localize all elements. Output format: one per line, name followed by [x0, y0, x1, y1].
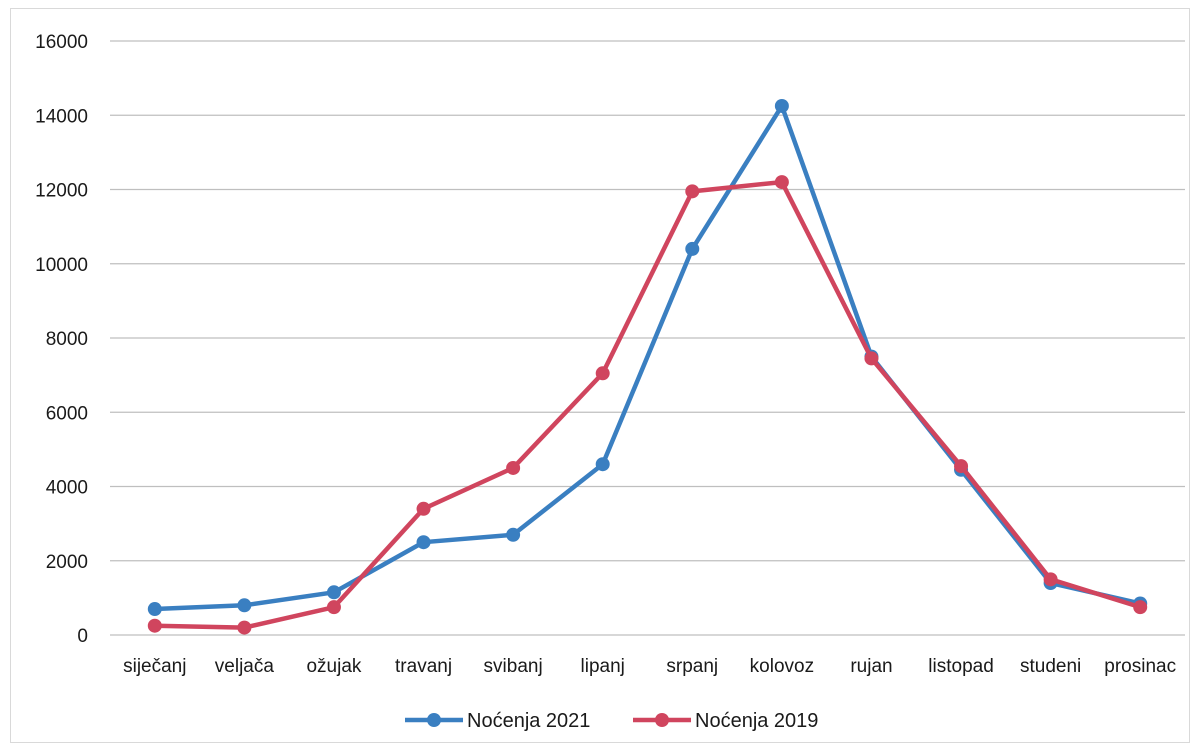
series-0 [147, 98, 1148, 617]
data-point [685, 241, 700, 256]
x-axis-tick-labels: siječanj veljača ožujak travanj svibanj lipan… [123, 656, 1176, 677]
data-point [1043, 572, 1058, 587]
data-point [237, 598, 252, 613]
x-tick-label: srpanj [666, 656, 718, 677]
x-tick-label: ožujak [306, 656, 361, 677]
legend-item: Noćenja 2019 [633, 710, 818, 732]
x-tick-label: travanj [395, 656, 452, 677]
y-tick-label: 10000 [35, 255, 88, 276]
x-tick-label: studeni [1020, 656, 1081, 677]
y-tick-label: 16000 [35, 32, 88, 53]
y-tick-label: 12000 [35, 181, 88, 202]
data-point [864, 351, 879, 366]
data-point [416, 501, 431, 516]
legend-item: Noćenja 2021 [405, 710, 590, 732]
series-line [152, 103, 1143, 612]
data-point [685, 184, 700, 199]
y-tick-label: 2000 [46, 552, 88, 573]
x-tick-label: veljača [215, 656, 275, 677]
series-1 [147, 175, 1148, 635]
data-point [147, 602, 162, 617]
series-lines [147, 98, 1148, 635]
data-point [954, 459, 969, 474]
data-point [326, 600, 341, 615]
y-axis-tick-labels: 0 2000 4000 6000 8000 10000 12000 14000 16000 [35, 32, 88, 647]
legend-swatch-marker [655, 713, 669, 727]
legend-label: Noćenja 2019 [695, 710, 818, 732]
data-point [506, 527, 521, 542]
x-tick-label: rujan [850, 656, 892, 677]
y-tick-label: 14000 [35, 106, 88, 127]
data-point [774, 98, 789, 113]
data-point [506, 460, 521, 475]
x-tick-label: siječanj [123, 656, 186, 677]
legend-label: Noćenja 2021 [467, 710, 590, 732]
data-point [595, 366, 610, 381]
data-point [237, 620, 252, 635]
series-line [152, 179, 1143, 630]
x-tick-label: prosinac [1104, 656, 1176, 677]
y-tick-label: 8000 [46, 329, 88, 350]
x-tick-label: svibanj [484, 656, 543, 677]
data-point [595, 457, 610, 472]
data-point [416, 535, 431, 550]
data-point [774, 175, 789, 190]
data-point [326, 585, 341, 600]
x-tick-label: kolovoz [750, 656, 814, 677]
gridlines [110, 40, 1185, 636]
y-tick-label: 4000 [46, 478, 88, 499]
data-point [147, 618, 162, 633]
x-tick-label: lipanj [581, 656, 625, 677]
y-tick-label: 6000 [46, 403, 88, 424]
legend-swatch-marker [427, 713, 441, 727]
legend: Noćenja 2021 Noćenja 2019 [405, 710, 818, 732]
y-tick-label: 0 [77, 626, 88, 647]
x-tick-label: listopad [928, 656, 994, 677]
data-point [1133, 600, 1148, 615]
